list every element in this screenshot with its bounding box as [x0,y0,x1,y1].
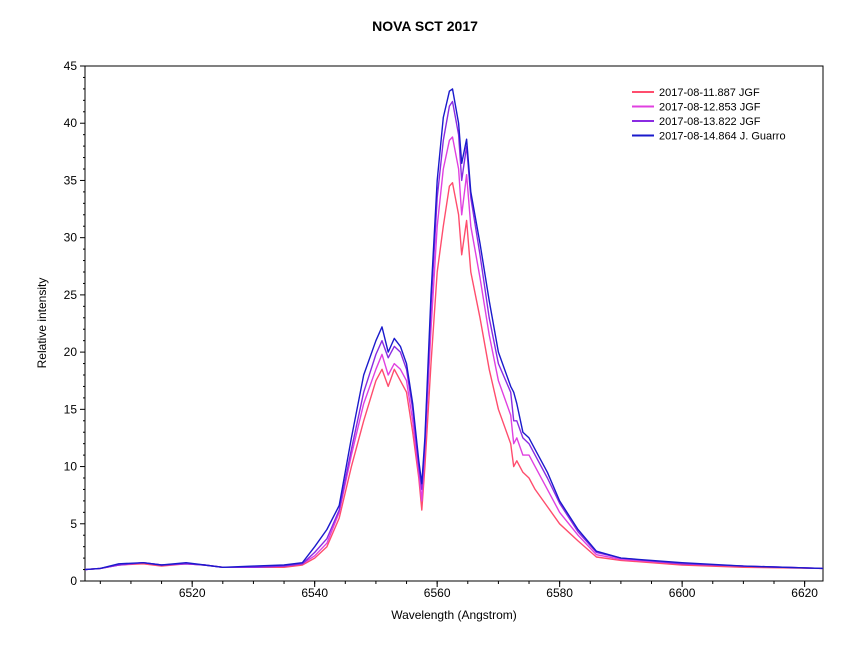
legend-label: 2017-08-13.822 JGF [659,116,761,128]
legend-label: 2017-08-11.887 JGF [659,87,760,99]
y-tick-label: 30 [64,231,78,245]
x-tick-label: 6560 [424,586,451,600]
y-tick-label: 35 [64,173,78,187]
y-tick-label: 20 [64,345,78,359]
x-tick-label: 6540 [301,586,328,600]
series-line-4 [84,88,824,571]
series-group [84,88,824,571]
y-tick-label: 5 [70,517,77,531]
y-tick-label: 10 [64,460,78,474]
y-tick-label: 0 [70,574,77,588]
chart-title: NOVA SCT 2017 [372,18,478,34]
legend-label: 2017-08-12.853 JGF [659,102,761,114]
x-axis-label: Wavelength (Angstrom) [391,608,517,622]
x-tick-label: 6620 [791,586,818,600]
plot-area [84,65,824,582]
y-tick-label: 15 [64,402,78,416]
x-tick-label: 6580 [546,586,573,600]
x-axis: 6520 6540 6560 6580 6600 6620 [99,581,818,600]
x-tick-label: 6600 [669,586,696,600]
y-tick-label: 25 [64,288,78,302]
x-tick-label: 6520 [179,586,206,600]
y-tick-label: 45 [64,59,78,73]
legend-label: 2017-08-14.864 J. Guarro [659,131,786,143]
y-tick-label: 40 [64,116,78,130]
y-axis: 0 5 10 15 20 25 30 35 40 45 [64,59,85,588]
legend: 2017-08-11.887 JGF 2017-08-12.853 JGF 2017… [632,87,786,143]
